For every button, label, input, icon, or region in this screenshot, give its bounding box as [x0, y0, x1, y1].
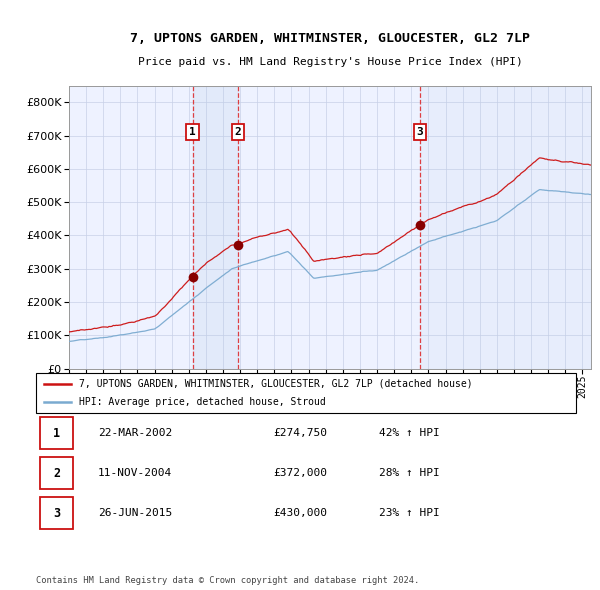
- Text: 11-NOV-2004: 11-NOV-2004: [98, 468, 172, 478]
- Bar: [40, 457, 73, 489]
- Text: 28% ↑ HPI: 28% ↑ HPI: [379, 468, 440, 478]
- Text: 1: 1: [189, 127, 196, 137]
- Text: 3: 3: [53, 507, 60, 520]
- Text: 7, UPTONS GARDEN, WHITMINSTER, GLOUCESTER, GL2 7LP (detached house): 7, UPTONS GARDEN, WHITMINSTER, GLOUCESTE…: [79, 379, 473, 389]
- Text: 2: 2: [53, 467, 60, 480]
- Text: Price paid vs. HM Land Registry's House Price Index (HPI): Price paid vs. HM Land Registry's House …: [137, 57, 523, 67]
- Text: 23% ↑ HPI: 23% ↑ HPI: [379, 509, 440, 518]
- Bar: [40, 417, 73, 449]
- Bar: [419, 86, 591, 369]
- Text: 2: 2: [235, 127, 241, 137]
- Text: 7, UPTONS GARDEN, WHITMINSTER, GLOUCESTER, GL2 7LP: 7, UPTONS GARDEN, WHITMINSTER, GLOUCESTE…: [130, 32, 530, 45]
- Text: 1: 1: [53, 427, 60, 440]
- Text: £430,000: £430,000: [274, 509, 328, 518]
- Text: HPI: Average price, detached house, Stroud: HPI: Average price, detached house, Stro…: [79, 397, 326, 407]
- Text: 26-JUN-2015: 26-JUN-2015: [98, 509, 172, 518]
- Bar: [193, 86, 238, 369]
- Text: 22-MAR-2002: 22-MAR-2002: [98, 428, 172, 438]
- Text: £274,750: £274,750: [274, 428, 328, 438]
- Text: 42% ↑ HPI: 42% ↑ HPI: [379, 428, 440, 438]
- Text: 3: 3: [416, 127, 423, 137]
- Bar: [40, 497, 73, 529]
- Text: £372,000: £372,000: [274, 468, 328, 478]
- Text: Contains HM Land Registry data © Crown copyright and database right 2024.: Contains HM Land Registry data © Crown c…: [36, 576, 419, 585]
